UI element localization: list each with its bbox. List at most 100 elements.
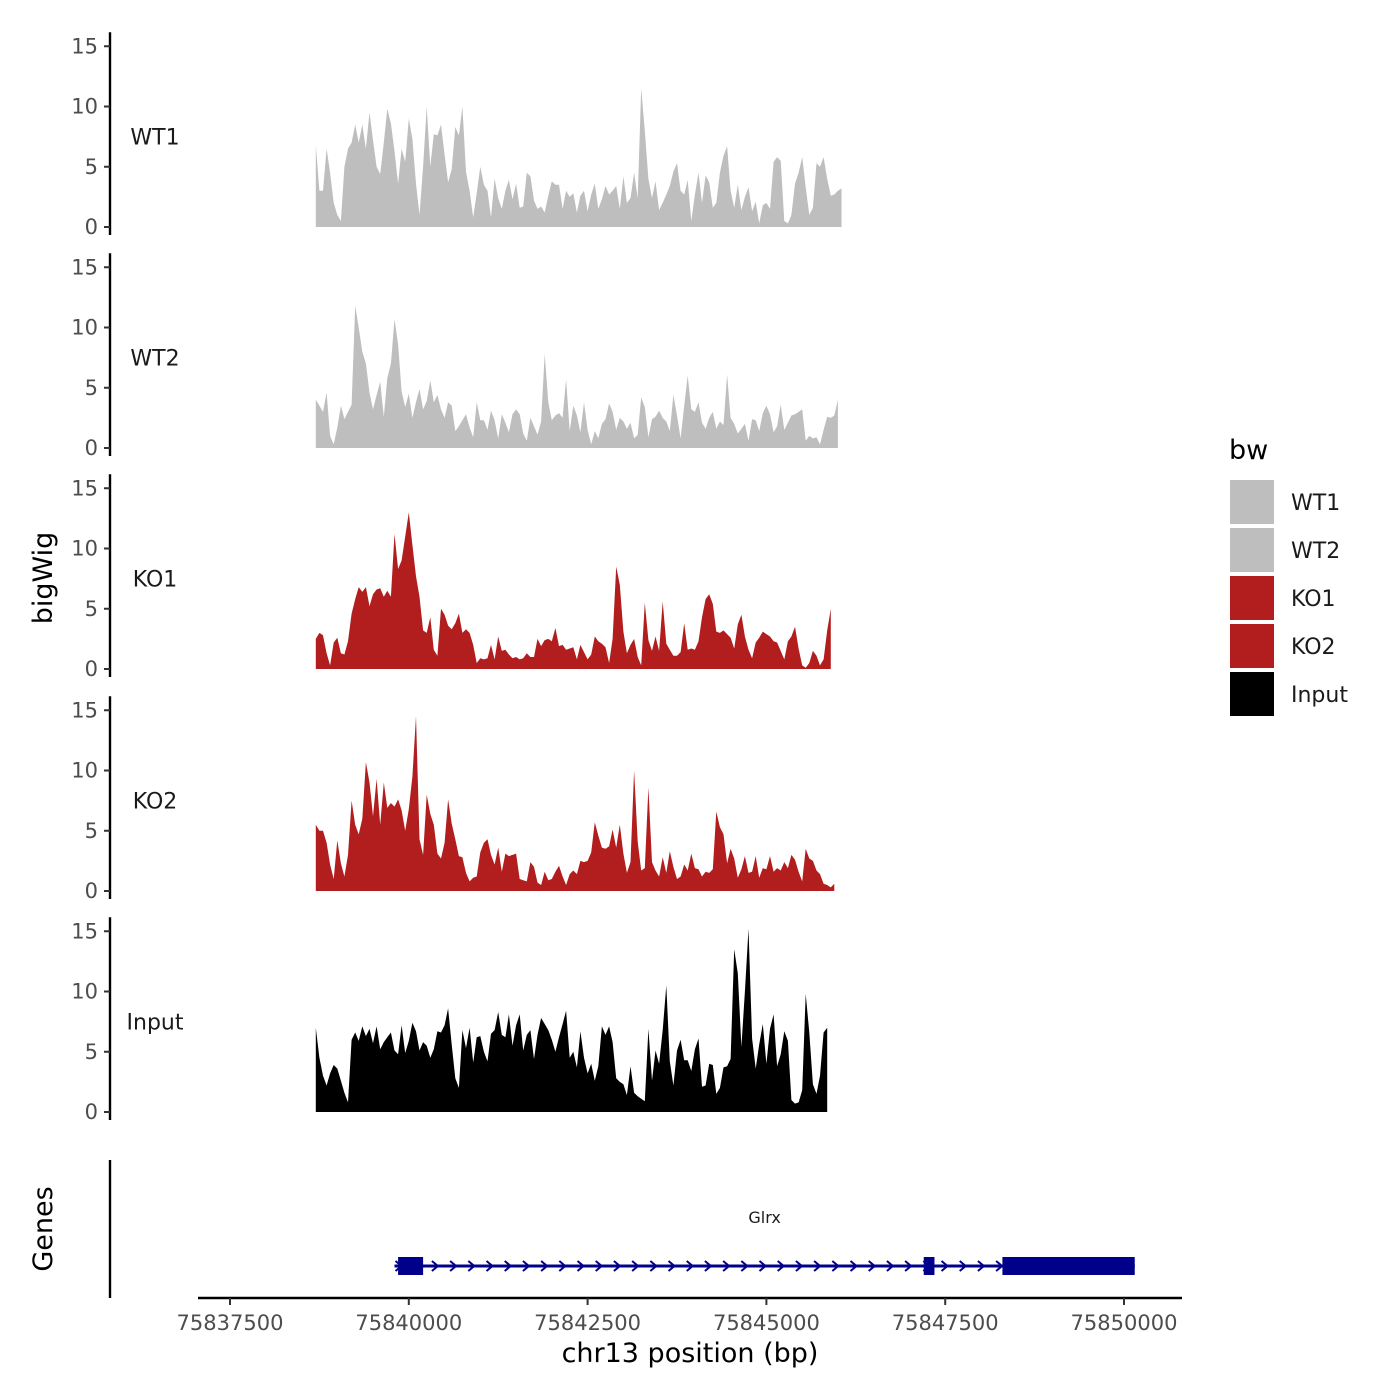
- y-tick-label: 0: [85, 436, 98, 460]
- coverage-area-wt1: [315, 88, 842, 228]
- track-wt2: 0 5 10 15 WT2: [71, 253, 838, 460]
- y-tick-label: 5: [85, 155, 98, 179]
- strand-arrow: [576, 1260, 586, 1272]
- coverage-area-input: [315, 928, 828, 1112]
- gene-exon: [1002, 1257, 1135, 1275]
- strand-arrow: [504, 1260, 513, 1272]
- y-tick-label: 5: [85, 1040, 98, 1064]
- strand-arrow: [977, 1260, 986, 1272]
- x-tick-label: 75845000: [713, 1311, 820, 1335]
- y-tick-label: 0: [85, 657, 98, 681]
- y-tick-label: 15: [71, 919, 98, 943]
- legend-swatch: [1230, 624, 1274, 668]
- x-tick-label: 75842500: [534, 1311, 641, 1335]
- strand-arrow: [540, 1260, 549, 1272]
- y-tick-label: 10: [71, 316, 98, 340]
- strand-arrow: [704, 1260, 713, 1272]
- strand-arrow: [831, 1260, 840, 1272]
- legend-label: KO1: [1291, 587, 1336, 612]
- coverage-area-wt2: [315, 305, 838, 448]
- legend-label: WT1: [1291, 491, 1340, 516]
- x-tick-label: 75837500: [177, 1311, 284, 1335]
- y-tick-label: 15: [71, 34, 98, 58]
- track-label-wt2: WT2: [130, 347, 179, 372]
- legend-item-ko1: KO1: [1230, 576, 1336, 620]
- x-tick-label: 75840000: [355, 1311, 462, 1335]
- gene-label: Glrx: [748, 1208, 780, 1227]
- strand-arrow: [631, 1260, 640, 1272]
- legend-item-input: Input: [1230, 672, 1348, 716]
- y-tick-label: 15: [71, 476, 98, 500]
- y-tick-label: 15: [71, 255, 98, 279]
- strand-arrow: [904, 1260, 913, 1272]
- legend-item-wt1: WT1: [1230, 480, 1340, 524]
- y-tick-label: 10: [71, 537, 98, 561]
- y-tick-label: 15: [71, 698, 98, 722]
- y-tick-label: 10: [71, 980, 98, 1004]
- legend-swatch: [1230, 480, 1274, 524]
- y-tick-label: 10: [71, 95, 98, 119]
- strand-arrow: [886, 1260, 895, 1272]
- strand-arrow: [558, 1260, 567, 1272]
- coverage-area-ko2: [315, 716, 835, 891]
- track-label-ko2: KO2: [133, 790, 178, 815]
- strand-arrow: [849, 1260, 859, 1272]
- strand-arrow: [758, 1260, 768, 1272]
- strand-arrow: [777, 1260, 786, 1272]
- track-ko2: 0 5 10 15 KO2: [71, 696, 835, 903]
- strand-arrow: [467, 1260, 476, 1272]
- strand-arrow: [740, 1260, 749, 1272]
- legend-item-ko2: KO2: [1230, 624, 1336, 668]
- y-axis-title-bigwig: bigWig: [28, 532, 59, 625]
- legend-swatch: [1230, 672, 1274, 716]
- strand-arrow: [795, 1260, 804, 1272]
- coverage-panels: 0 5 10 15 WT1 0 5 10 15 WT2 0 5 10 15 KO1 0 5 10 15 KO2 0 5 10…: [71, 32, 842, 1124]
- legend: bw WT1 WT2 KO1 KO2 Input: [1229, 435, 1348, 716]
- y-tick-label: 5: [85, 597, 98, 621]
- strand-arrow: [485, 1260, 495, 1272]
- track-input: 0 5 10 15 Input: [71, 917, 828, 1124]
- y-tick-label: 0: [85, 215, 98, 239]
- x-tick-label: 75850000: [1071, 1311, 1178, 1335]
- legend-label: KO2: [1291, 635, 1336, 660]
- strand-arrow: [522, 1260, 531, 1272]
- track-label-ko1: KO1: [133, 568, 178, 593]
- x-tick-label: 75847500: [892, 1311, 999, 1335]
- strand-arrow: [686, 1260, 695, 1272]
- strand-arrow: [667, 1260, 677, 1272]
- legend-label: Input: [1291, 683, 1348, 708]
- gene-exon: [398, 1257, 424, 1275]
- legend-swatch: [1230, 528, 1274, 572]
- y-tick-label: 5: [85, 376, 98, 400]
- x-axis: 75837500 75840000 75842500 75845000 75847500…: [177, 1296, 1182, 1335]
- legend-title: bw: [1229, 435, 1268, 466]
- gene-exon: [923, 1257, 935, 1275]
- strand-arrow: [649, 1260, 658, 1272]
- y-tick-label: 5: [85, 819, 98, 843]
- strand-arrow: [431, 1260, 440, 1272]
- gene-panel: Glrx: [108, 1160, 1135, 1298]
- strand-arrow: [613, 1260, 622, 1272]
- y-axis-title-genes: Genes: [28, 1186, 59, 1271]
- track-label-input: Input: [127, 1011, 184, 1036]
- track-label-wt1: WT1: [130, 126, 179, 151]
- strand-arrow: [722, 1260, 731, 1272]
- strand-arrow: [940, 1260, 950, 1272]
- legend-label: WT2: [1291, 539, 1340, 564]
- coverage-area-ko1: [315, 512, 831, 669]
- y-tick-label: 10: [71, 759, 98, 783]
- y-tick-label: 0: [85, 879, 98, 903]
- strand-arrow: [868, 1260, 877, 1272]
- strand-arrow: [813, 1260, 822, 1272]
- legend-item-wt2: WT2: [1230, 528, 1340, 572]
- y-tick-label: 0: [85, 1100, 98, 1124]
- legend-swatch: [1230, 576, 1274, 620]
- strand-arrow: [995, 1260, 1004, 1272]
- strand-arrow: [449, 1260, 458, 1272]
- track-wt1: 0 5 10 15 WT1: [71, 32, 842, 239]
- strand-arrow: [959, 1260, 968, 1272]
- strand-arrow: [595, 1260, 604, 1272]
- x-axis-title: chr13 position (bp): [562, 1338, 819, 1369]
- track-ko1: 0 5 10 15 KO1: [71, 474, 831, 681]
